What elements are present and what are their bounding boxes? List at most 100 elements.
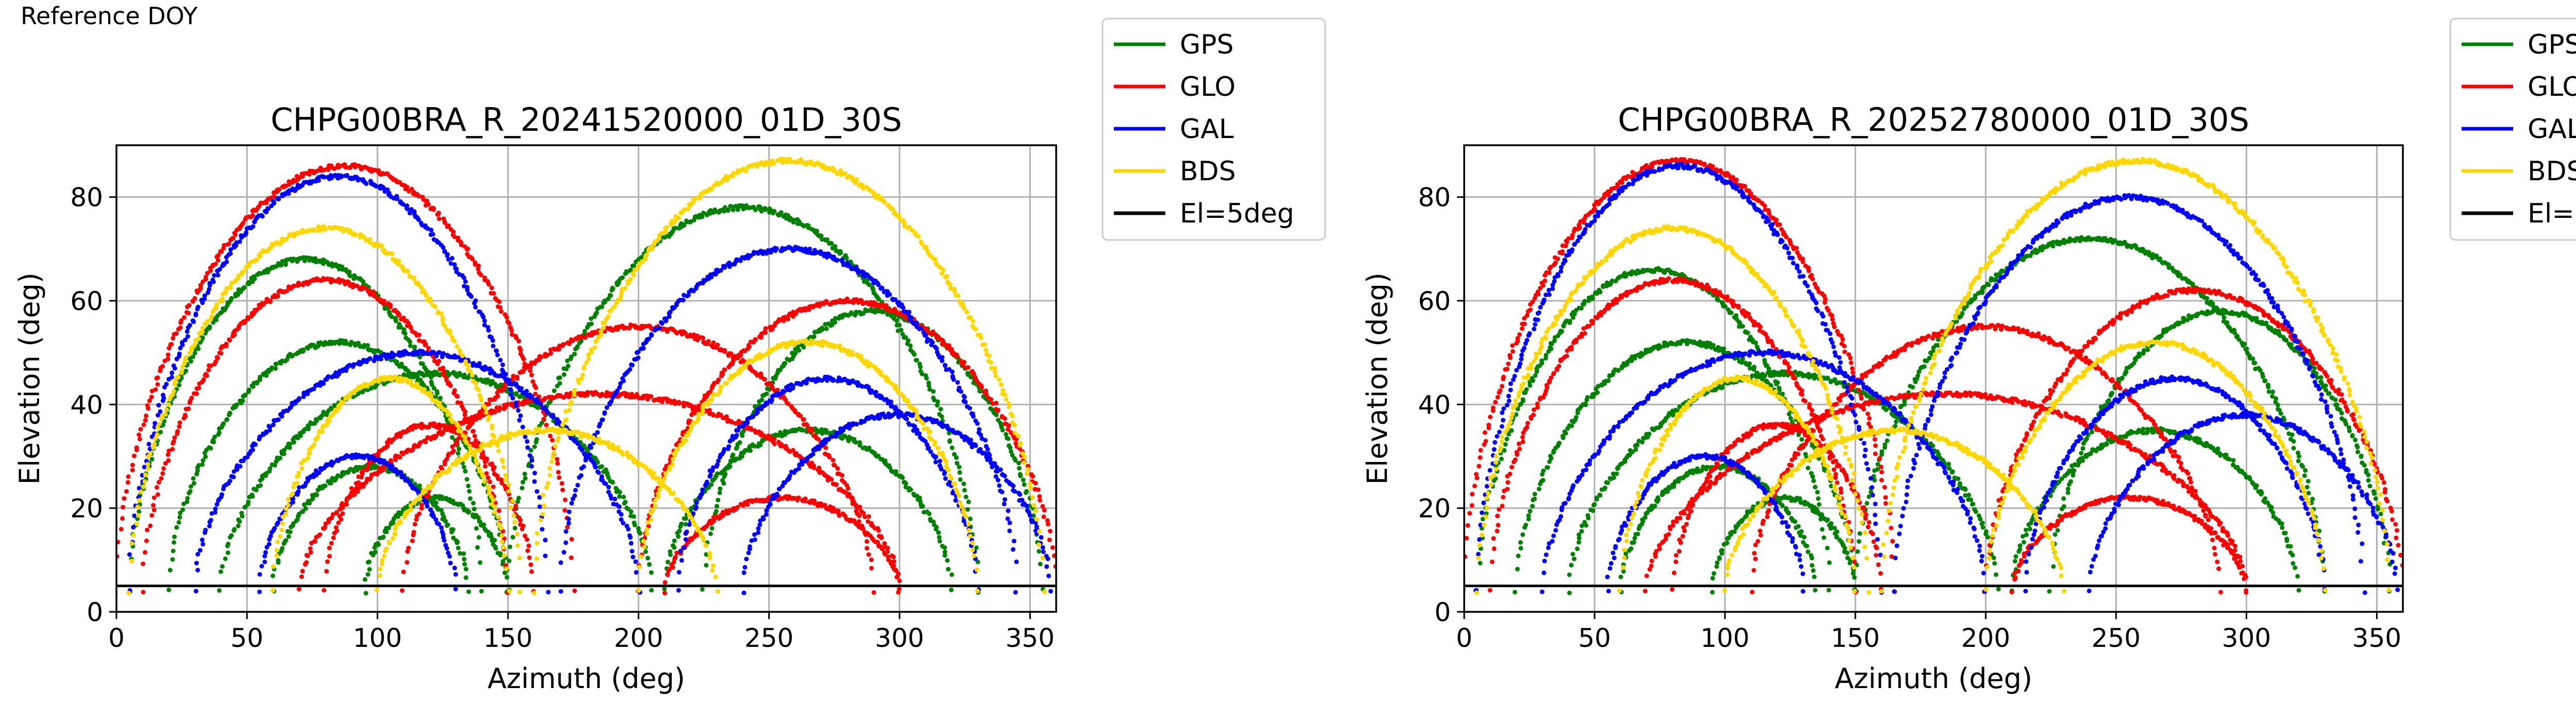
data-point bbox=[146, 441, 151, 447]
data-point bbox=[636, 355, 641, 361]
data-point bbox=[287, 441, 293, 447]
data-point bbox=[142, 550, 147, 555]
data-point bbox=[242, 285, 247, 290]
data-point bbox=[631, 555, 636, 560]
data-point bbox=[404, 560, 410, 565]
data-point bbox=[524, 439, 530, 444]
data-point bbox=[355, 391, 361, 397]
data-point bbox=[953, 498, 958, 503]
data-point bbox=[200, 335, 205, 340]
data-point bbox=[402, 331, 408, 336]
data-point bbox=[772, 441, 777, 447]
data-point bbox=[781, 388, 786, 393]
data-point bbox=[468, 496, 473, 501]
data-point bbox=[506, 378, 512, 383]
data-point bbox=[897, 322, 902, 328]
data-point bbox=[210, 277, 215, 282]
data-point bbox=[227, 478, 232, 484]
data-point bbox=[459, 242, 464, 247]
data-point bbox=[259, 213, 264, 218]
data-point bbox=[205, 271, 210, 276]
data-point bbox=[1006, 436, 1011, 441]
data-point bbox=[174, 331, 179, 336]
data-point bbox=[572, 493, 578, 498]
data-point bbox=[200, 462, 205, 467]
data-point bbox=[849, 310, 854, 315]
data-point bbox=[816, 437, 821, 442]
data-point bbox=[908, 487, 913, 492]
data-point bbox=[301, 349, 306, 354]
data-point bbox=[273, 462, 278, 468]
data-point bbox=[290, 353, 295, 358]
data-point bbox=[876, 528, 881, 533]
data-point bbox=[920, 371, 925, 376]
data-point bbox=[866, 514, 871, 519]
data-point bbox=[475, 378, 480, 383]
data-point bbox=[419, 503, 425, 508]
data-point bbox=[947, 439, 952, 444]
data-point bbox=[516, 338, 521, 344]
data-point bbox=[682, 222, 687, 227]
data-point bbox=[203, 527, 208, 533]
data-point bbox=[189, 396, 194, 401]
data-point bbox=[700, 587, 705, 592]
data-point bbox=[434, 370, 439, 375]
data-point bbox=[763, 330, 768, 335]
data-point bbox=[793, 347, 798, 352]
data-point bbox=[699, 491, 704, 496]
data-point bbox=[715, 471, 720, 476]
data-point bbox=[178, 510, 183, 516]
data-point bbox=[444, 457, 449, 462]
data-point bbox=[329, 516, 334, 521]
data-point bbox=[935, 403, 940, 408]
data-point bbox=[257, 589, 262, 594]
data-point bbox=[643, 549, 648, 554]
data-point bbox=[172, 540, 177, 545]
data-point bbox=[120, 516, 125, 521]
data-point bbox=[622, 501, 627, 506]
data-point bbox=[158, 409, 163, 414]
data-point bbox=[748, 448, 753, 453]
data-point bbox=[704, 479, 709, 485]
data-point bbox=[926, 383, 931, 388]
data-point bbox=[474, 526, 479, 531]
data-point bbox=[1002, 497, 1007, 502]
data-point bbox=[213, 506, 218, 511]
data-point bbox=[156, 403, 161, 408]
data-point bbox=[267, 466, 273, 471]
data-point bbox=[420, 361, 425, 366]
data-point bbox=[882, 541, 887, 546]
data-point bbox=[873, 389, 878, 395]
data-point bbox=[130, 462, 135, 468]
data-point bbox=[238, 464, 243, 469]
data-point bbox=[276, 558, 281, 563]
data-point bbox=[606, 475, 611, 480]
data-point bbox=[833, 316, 838, 321]
data-point bbox=[543, 538, 548, 543]
data-point bbox=[177, 420, 182, 425]
data-point bbox=[768, 435, 773, 440]
data-point bbox=[720, 478, 725, 483]
data-point bbox=[975, 421, 980, 426]
data-point bbox=[227, 410, 232, 416]
data-point bbox=[811, 334, 817, 339]
data-point bbox=[423, 439, 428, 444]
data-point bbox=[272, 526, 277, 531]
data-point bbox=[581, 464, 586, 469]
data-point bbox=[406, 545, 411, 551]
data-point bbox=[722, 367, 727, 372]
data-point bbox=[499, 309, 504, 314]
data-point bbox=[494, 384, 499, 389]
data-point bbox=[871, 287, 876, 292]
data-point bbox=[514, 392, 519, 397]
data-point bbox=[569, 555, 574, 560]
data-point bbox=[857, 441, 862, 447]
data-point bbox=[351, 362, 357, 367]
data-point bbox=[714, 509, 719, 514]
data-point bbox=[556, 475, 562, 480]
data-point bbox=[177, 383, 182, 388]
data-point bbox=[958, 389, 963, 394]
data-point bbox=[490, 338, 496, 343]
data-point bbox=[408, 324, 413, 329]
